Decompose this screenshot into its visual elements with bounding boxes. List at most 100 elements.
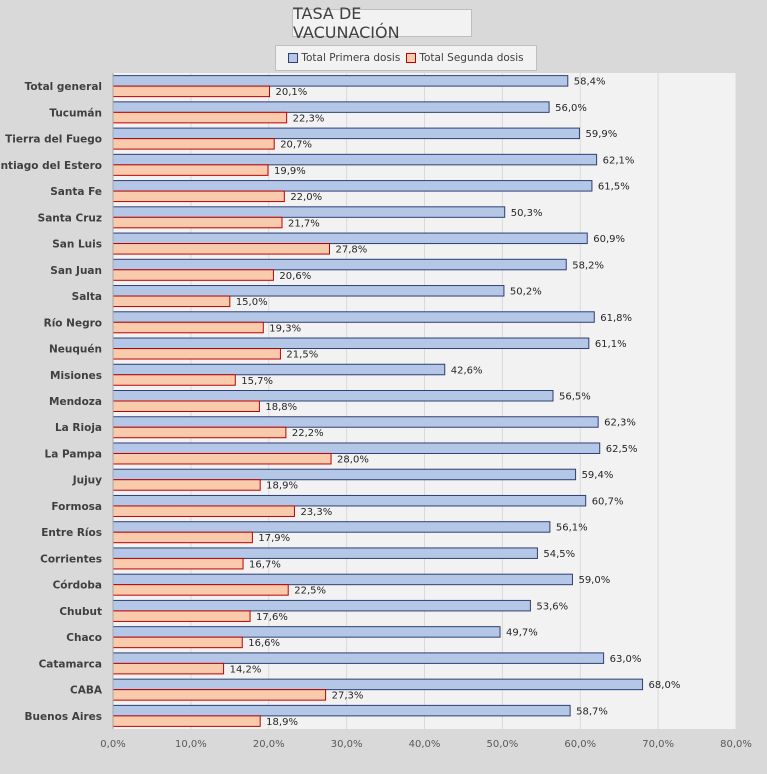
bar-segunda — [112, 164, 269, 176]
value-label-segunda: 14,2% — [230, 664, 262, 675]
bar-segunda — [112, 321, 264, 334]
value-label-primera: 62,1% — [603, 155, 635, 166]
category-label: Jujuy — [72, 475, 102, 487]
x-tick-label: 10,0% — [175, 739, 207, 750]
bar-primera — [112, 678, 644, 691]
value-label-primera: 58,7% — [576, 706, 608, 717]
value-label-segunda: 19,9% — [274, 166, 306, 177]
category-label: CABA — [70, 685, 103, 697]
bar-primera — [112, 573, 573, 586]
bar-segunda — [112, 479, 261, 491]
bar-primera — [112, 704, 571, 717]
value-label-segunda: 20,6% — [279, 271, 311, 282]
x-tick-label: 30,0% — [331, 739, 363, 750]
bar-segunda — [112, 689, 327, 701]
category-label: Neuquén — [49, 344, 102, 356]
bar-primera — [112, 180, 593, 192]
value-label-segunda: 21,5% — [286, 350, 318, 361]
bar-primera — [112, 311, 595, 323]
value-label-segunda: 15,0% — [236, 297, 268, 308]
category-label: Santa Fe — [50, 186, 102, 198]
value-label-segunda: 17,9% — [258, 533, 290, 544]
bar-primera — [112, 390, 554, 402]
x-tick-label: 0,0% — [100, 739, 125, 750]
category-label: Formosa — [51, 501, 102, 513]
value-label-segunda: 17,6% — [256, 612, 288, 623]
x-tick-label: 40,0% — [409, 739, 441, 750]
value-label-primera: 62,3% — [604, 418, 636, 429]
value-label-primera: 58,4% — [574, 77, 606, 88]
value-label-segunda: 28,0% — [337, 454, 369, 465]
value-label-primera: 61,5% — [598, 182, 630, 193]
bar-segunda — [112, 269, 274, 281]
category-label: Entre Ríos — [41, 527, 102, 539]
bar-primera — [112, 521, 551, 533]
bar-segunda — [112, 715, 261, 727]
bar-primera — [112, 75, 569, 87]
chart-title-text: TASA DE VACUNACIÓN — [293, 4, 400, 42]
bar-primera — [112, 337, 590, 350]
legend-swatch-segunda — [406, 53, 417, 63]
value-label-primera: 53,6% — [536, 601, 568, 612]
chart-title: TASA DE VACUNACIÓN — [292, 4, 472, 42]
value-label-segunda: 23,3% — [300, 507, 332, 518]
value-label-segunda: 16,7% — [249, 559, 281, 570]
value-label-segunda: 22,5% — [294, 586, 326, 597]
value-label-primera: 62,5% — [606, 444, 638, 455]
bar-segunda — [112, 584, 289, 596]
value-label-segunda: 27,8% — [335, 245, 367, 256]
x-tick-label: 50,0% — [486, 739, 518, 750]
bar-segunda — [112, 85, 271, 98]
value-label-segunda: 16,6% — [248, 638, 280, 649]
value-label-primera: 50,2% — [510, 287, 542, 298]
value-label-primera: 54,5% — [543, 549, 575, 560]
bar-segunda — [112, 111, 288, 124]
bar-primera — [112, 101, 550, 113]
legend-label-segunda: Total Segunda dosis — [419, 52, 524, 64]
chart-legend: Total Primera dosis Total Segunda dosis — [275, 45, 537, 71]
bar-segunda — [112, 426, 287, 439]
value-label-segunda: 22,3% — [293, 113, 325, 124]
category-label: La Rioja — [55, 422, 102, 434]
value-label-primera: 68,0% — [649, 680, 681, 691]
value-label-segunda: 19,3% — [269, 323, 301, 334]
value-label-primera: 60,9% — [593, 234, 625, 245]
x-tick-label: 60,0% — [564, 739, 596, 750]
x-tick-label: 20,0% — [253, 739, 285, 750]
category-label: Total general — [25, 81, 102, 93]
value-label-primera: 59,0% — [578, 575, 610, 586]
value-label-primera: 58,2% — [572, 260, 604, 271]
bar-primera — [112, 468, 577, 481]
bar-primera — [112, 363, 446, 376]
bar-segunda — [112, 662, 225, 675]
bar-segunda — [112, 557, 244, 570]
category-label: Córdoba — [53, 580, 102, 592]
category-label: Tucumán — [49, 107, 102, 119]
value-label-primera: 42,6% — [451, 365, 483, 376]
category-label: Mendoza — [49, 396, 102, 408]
bar-segunda — [112, 216, 283, 229]
category-label: Tierra del Fuego — [5, 134, 102, 146]
bar-segunda — [112, 243, 330, 255]
category-label: San Luis — [52, 239, 102, 251]
value-label-segunda: 18,9% — [266, 717, 298, 728]
category-label: Corrientes — [40, 553, 102, 565]
value-label-primera: 63,0% — [610, 654, 642, 665]
bar-primera — [112, 442, 601, 454]
bar-segunda — [112, 400, 260, 412]
value-label-segunda: 20,1% — [276, 87, 308, 98]
bar-primera — [112, 285, 505, 297]
bar-segunda — [112, 505, 295, 517]
category-label: Río Negro — [44, 317, 102, 329]
bar-segunda — [112, 531, 253, 544]
value-label-primera: 61,8% — [600, 313, 632, 324]
category-label: Santiago del Estero — [0, 160, 102, 172]
value-label-segunda: 15,7% — [241, 376, 273, 387]
value-label-primera: 59,9% — [585, 129, 617, 140]
value-label-segunda: 18,9% — [266, 481, 298, 492]
value-label-primera: 56,5% — [559, 392, 591, 403]
category-label: Chaco — [66, 632, 102, 644]
bar-primera — [112, 416, 599, 428]
